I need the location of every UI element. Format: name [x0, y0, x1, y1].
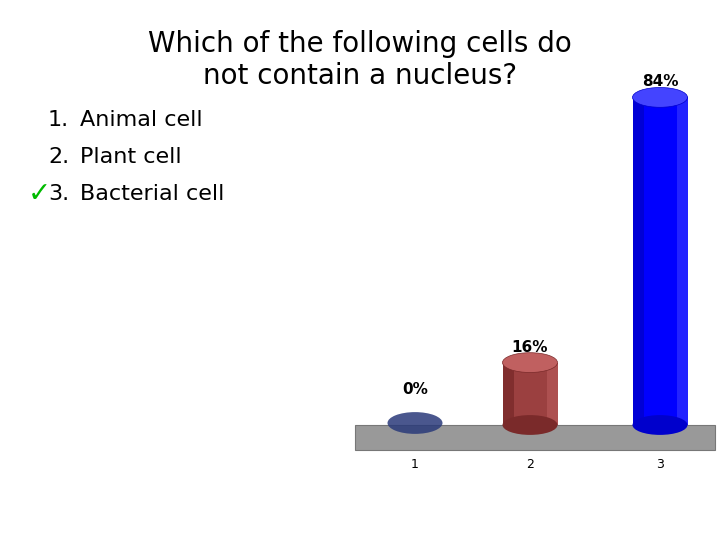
- Text: 1: 1: [411, 458, 419, 471]
- Text: 1.: 1.: [48, 110, 69, 130]
- Bar: [503, 362, 557, 425]
- Bar: [677, 97, 688, 425]
- Ellipse shape: [632, 87, 688, 107]
- Bar: [546, 362, 557, 425]
- Text: 16%: 16%: [512, 340, 548, 355]
- Bar: [503, 362, 513, 425]
- Text: 84%: 84%: [642, 75, 678, 90]
- Text: 3: 3: [656, 458, 664, 471]
- Bar: [632, 97, 688, 425]
- Ellipse shape: [503, 415, 557, 435]
- Text: 3.: 3.: [48, 184, 69, 204]
- Text: Bacterial cell: Bacterial cell: [80, 184, 225, 204]
- Ellipse shape: [632, 415, 688, 435]
- Text: Which of the following cells do: Which of the following cells do: [148, 30, 572, 58]
- Ellipse shape: [387, 412, 443, 434]
- Text: 2: 2: [526, 458, 534, 471]
- Text: not contain a nucleus?: not contain a nucleus?: [203, 62, 517, 90]
- Bar: [632, 97, 644, 425]
- Ellipse shape: [503, 353, 557, 373]
- Text: 2.: 2.: [48, 147, 69, 167]
- Polygon shape: [355, 425, 715, 450]
- Text: 0%: 0%: [402, 382, 428, 397]
- Text: Animal cell: Animal cell: [80, 110, 202, 130]
- Text: ✓: ✓: [28, 180, 51, 208]
- Text: Plant cell: Plant cell: [80, 147, 181, 167]
